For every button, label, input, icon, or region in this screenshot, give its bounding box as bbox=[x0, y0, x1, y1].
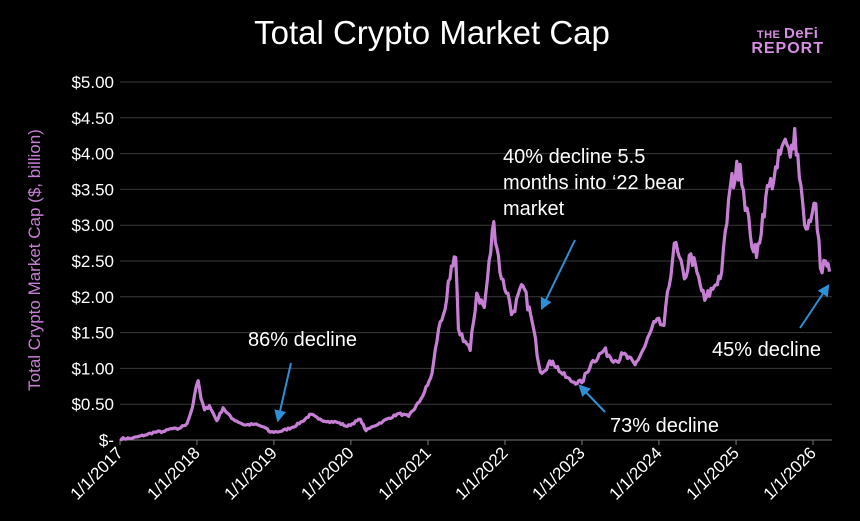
x-tick-label: 1/1/2025 bbox=[683, 443, 743, 503]
x-tick-label: 1/1/2021 bbox=[375, 443, 435, 503]
y-tick-labels: $- $0.50 $1.00 $1.50 $2.00 $2.50 $3.00 $3.50 $4.… bbox=[71, 73, 114, 450]
annotation-text: 73% decline bbox=[610, 415, 719, 437]
y-tick-label: $3.00 bbox=[71, 216, 114, 235]
grid bbox=[120, 81, 832, 441]
y-tick-label: $0.50 bbox=[71, 395, 114, 414]
chart-title: Total Crypto Market Cap bbox=[254, 14, 610, 51]
y-tick-label: $1.00 bbox=[71, 359, 114, 378]
annotations: 86% decline 40% decline 5.5 months into ‘2… bbox=[248, 146, 830, 437]
y-tick-label: $5.00 bbox=[71, 73, 114, 92]
annotation-arrow bbox=[799, 284, 830, 329]
y-tick-label: $3.50 bbox=[71, 180, 114, 199]
x-tick-label: 1/1/2018 bbox=[144, 443, 204, 503]
series-group bbox=[119, 126, 832, 442]
annotation-text: 45% decline bbox=[712, 339, 821, 361]
y-tick-label: $2.00 bbox=[71, 288, 114, 307]
annotation-text: market bbox=[503, 198, 565, 220]
y-tick-label: $4.50 bbox=[71, 109, 114, 128]
x-tick-labels: 1/1/2017 1/1/2018 1/1/2019 1/1/2020 1/1/2021… bbox=[67, 440, 820, 504]
x-tick-label: 1/1/2019 bbox=[221, 443, 281, 503]
y-tick-label: $- bbox=[99, 431, 114, 450]
x-tick-label: 1/1/2026 bbox=[760, 443, 820, 503]
annotation-text: 86% decline bbox=[248, 329, 357, 351]
x-tick-label: 1/1/2017 bbox=[67, 443, 127, 503]
x-tick-label: 1/1/2023 bbox=[529, 443, 589, 503]
annotation-text: months into ‘22 bear bbox=[503, 172, 685, 194]
market-cap-line bbox=[119, 126, 832, 442]
annotation-arrow bbox=[274, 362, 292, 423]
y-tick-label: $2.50 bbox=[71, 252, 114, 271]
y-tick-label: $1.50 bbox=[71, 324, 114, 343]
annotation-text: 40% decline 5.5 bbox=[503, 146, 645, 168]
annotation-arrow bbox=[578, 384, 606, 413]
x-tick-label: 1/1/2022 bbox=[452, 443, 512, 503]
x-tick-label: 1/1/2020 bbox=[297, 443, 357, 503]
annotation-arrow bbox=[540, 239, 576, 311]
defi-report-logo: THE DeFi REPORT bbox=[751, 25, 824, 57]
y-tick-label: $4.00 bbox=[71, 145, 114, 164]
x-tick-label: 1/1/2024 bbox=[605, 443, 665, 503]
y-axis-label: Total Crypto Market Cap ($, billion) bbox=[25, 129, 44, 391]
